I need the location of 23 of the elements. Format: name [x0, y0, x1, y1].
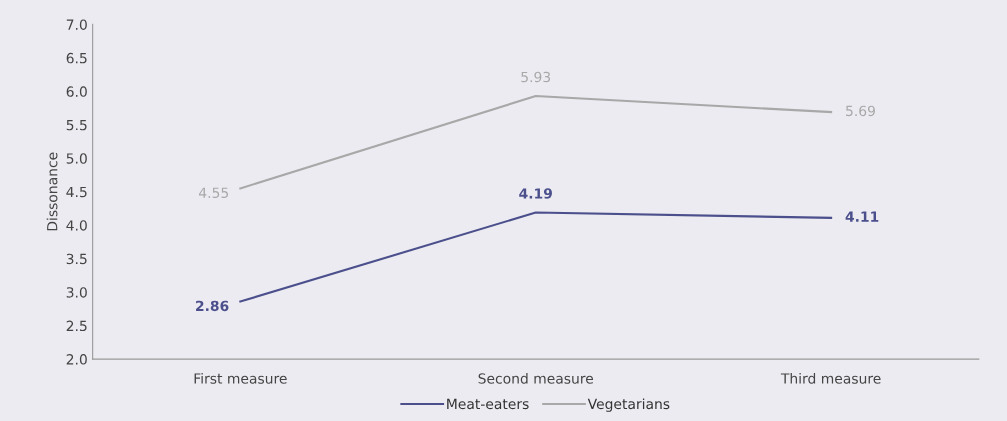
y-tick-label: 6.5 — [66, 52, 87, 64]
data-label: 4.19 — [519, 188, 552, 199]
data-label: 2.86 — [196, 300, 229, 312]
y-tick-label: 6.0 — [66, 86, 87, 97]
y-tick-label: 3.0 — [66, 287, 87, 298]
data-label: 4.11 — [845, 211, 879, 222]
y-axis-title: Dissonance — [46, 152, 58, 231]
y-tick-label: 5.0 — [66, 153, 87, 164]
x-tick-label: First measure — [194, 373, 287, 384]
data-label: 4.55 — [198, 187, 229, 198]
y-tick-label: 4.0 — [66, 220, 87, 231]
x-tick-label: Third measure — [780, 373, 881, 384]
y-tick-label: 5.5 — [66, 119, 87, 131]
y-tick-label: 3.5 — [66, 253, 87, 265]
y-tick-label: 2.5 — [66, 320, 87, 332]
legend-label: Meat-eaters — [447, 398, 529, 410]
y-tick-label: 4.5 — [66, 186, 87, 198]
data-label: 5.69 — [846, 105, 875, 117]
y-tick-label: 7.0 — [66, 19, 87, 30]
y-tick-label: 2.0 — [66, 354, 87, 365]
x-tick-label: Second measure — [478, 373, 594, 384]
legend-label: Vegetarians — [587, 398, 670, 412]
data-label: 5.93 — [521, 71, 551, 83]
